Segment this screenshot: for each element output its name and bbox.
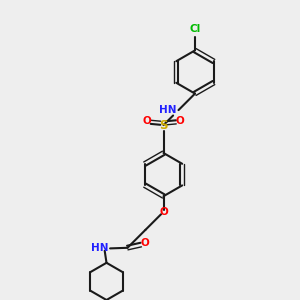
Text: O: O bbox=[175, 116, 184, 126]
Text: S: S bbox=[159, 118, 168, 132]
Text: O: O bbox=[159, 207, 168, 217]
Text: HN: HN bbox=[159, 105, 176, 116]
Text: HN: HN bbox=[91, 243, 109, 254]
Text: O: O bbox=[141, 238, 150, 248]
Text: O: O bbox=[143, 116, 152, 126]
Text: Cl: Cl bbox=[189, 24, 201, 34]
